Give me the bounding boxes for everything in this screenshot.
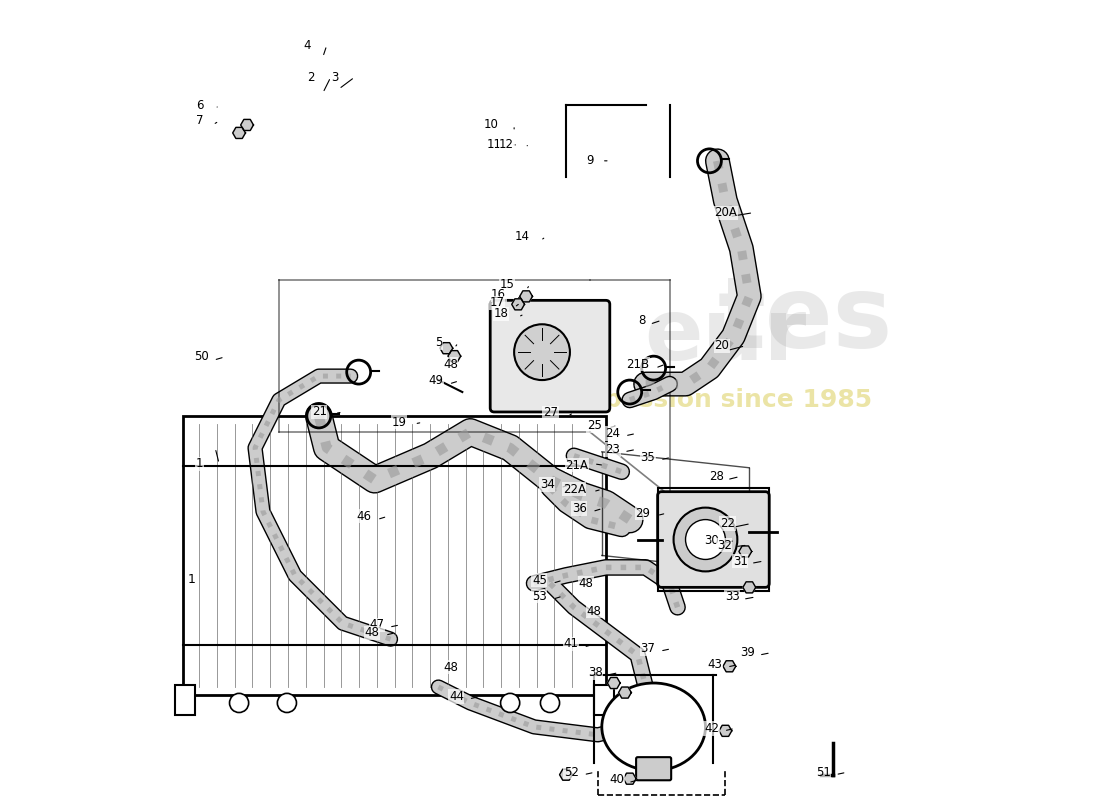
Text: 20A: 20A [715, 206, 737, 219]
Text: 14: 14 [515, 230, 530, 243]
Text: 22: 22 [720, 517, 735, 530]
Polygon shape [560, 769, 572, 780]
Text: 21A: 21A [565, 459, 588, 472]
Text: 28: 28 [708, 470, 724, 483]
Text: 17: 17 [490, 296, 505, 310]
FancyBboxPatch shape [658, 492, 769, 587]
Text: 4: 4 [304, 38, 311, 52]
Text: 36: 36 [572, 502, 586, 515]
Text: 5: 5 [434, 336, 442, 349]
Text: 49: 49 [428, 374, 443, 387]
Text: 33: 33 [725, 590, 739, 603]
Text: 48: 48 [579, 577, 593, 590]
Text: 50: 50 [194, 350, 209, 363]
Text: 11: 11 [487, 138, 503, 151]
Polygon shape [241, 119, 253, 130]
Text: 27: 27 [543, 406, 558, 419]
Polygon shape [719, 726, 732, 736]
Text: 37: 37 [640, 642, 656, 655]
Text: 43: 43 [707, 658, 723, 671]
Text: 45: 45 [532, 574, 547, 586]
Circle shape [277, 694, 297, 713]
Text: 35: 35 [640, 451, 656, 464]
Text: 25: 25 [587, 419, 602, 432]
Circle shape [685, 519, 725, 559]
FancyBboxPatch shape [636, 757, 671, 780]
Circle shape [673, 508, 737, 571]
Circle shape [500, 694, 519, 713]
Text: 20: 20 [715, 339, 729, 352]
Text: 41: 41 [563, 638, 579, 650]
Text: 32: 32 [717, 538, 732, 551]
Text: 10: 10 [483, 118, 498, 131]
Polygon shape [440, 342, 453, 354]
Polygon shape [512, 299, 525, 310]
Text: 44: 44 [449, 690, 464, 703]
Text: 31: 31 [733, 554, 748, 567]
FancyBboxPatch shape [491, 300, 609, 412]
Polygon shape [233, 127, 245, 138]
Text: 48: 48 [443, 661, 458, 674]
Polygon shape [448, 350, 461, 362]
Text: 21: 21 [311, 406, 327, 418]
Text: 39: 39 [740, 646, 755, 659]
Circle shape [514, 324, 570, 380]
Text: 16: 16 [492, 288, 506, 302]
Text: 2: 2 [307, 70, 315, 84]
Ellipse shape [602, 683, 705, 770]
Text: 30: 30 [704, 534, 719, 547]
Text: 9: 9 [586, 154, 594, 167]
Text: 29: 29 [636, 506, 650, 520]
Polygon shape [519, 291, 532, 302]
Text: 12: 12 [499, 138, 514, 151]
Text: eur: eur [645, 294, 806, 378]
Text: 47: 47 [370, 618, 384, 631]
Text: 19: 19 [392, 416, 407, 429]
Text: tes: tes [717, 272, 893, 369]
Text: 42: 42 [704, 722, 719, 735]
Text: 34: 34 [540, 478, 554, 491]
Text: 53: 53 [532, 590, 547, 602]
Circle shape [230, 694, 249, 713]
Text: 24: 24 [605, 427, 620, 440]
Text: 15: 15 [499, 278, 514, 291]
Text: 7: 7 [196, 114, 204, 127]
Text: 48: 48 [364, 626, 380, 639]
Text: 1: 1 [187, 574, 195, 586]
Text: 23: 23 [605, 443, 620, 456]
Text: 51: 51 [816, 766, 831, 779]
Polygon shape [618, 687, 631, 698]
Text: 22A: 22A [563, 482, 586, 496]
Text: 48: 48 [586, 605, 602, 618]
Circle shape [540, 694, 560, 713]
Text: 8: 8 [638, 314, 646, 326]
Text: 48: 48 [443, 358, 458, 370]
Text: 40: 40 [609, 773, 624, 786]
Polygon shape [742, 582, 756, 593]
Text: 21B: 21B [627, 358, 650, 370]
Polygon shape [624, 773, 636, 784]
Text: a passion since 1985: a passion since 1985 [579, 388, 872, 412]
Text: 38: 38 [587, 666, 603, 679]
Text: 18: 18 [494, 307, 508, 321]
Text: 3: 3 [331, 70, 339, 84]
Text: 52: 52 [564, 766, 579, 779]
Text: 1: 1 [196, 458, 204, 470]
Polygon shape [607, 678, 620, 689]
Polygon shape [739, 546, 751, 557]
Text: 46: 46 [356, 510, 372, 523]
FancyBboxPatch shape [184, 416, 606, 695]
FancyBboxPatch shape [594, 685, 614, 715]
Polygon shape [723, 661, 736, 672]
FancyBboxPatch shape [175, 685, 195, 715]
Text: 6: 6 [196, 98, 204, 111]
